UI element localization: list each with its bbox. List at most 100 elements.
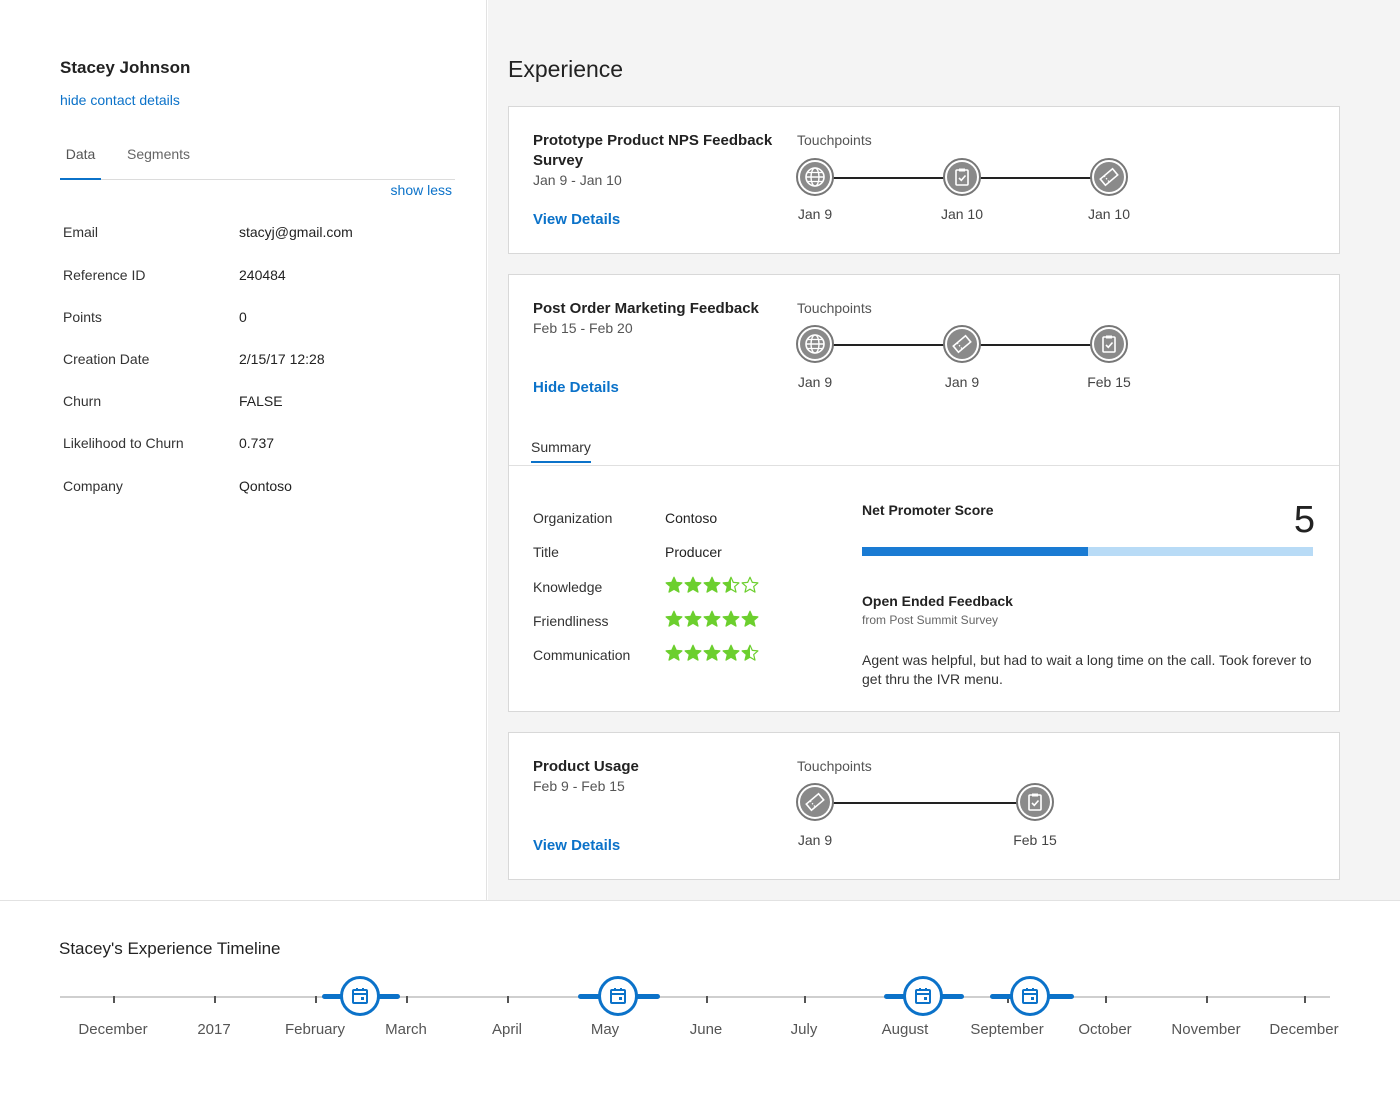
card-dates: Jan 9 - Jan 10: [533, 172, 622, 188]
touchpoint-date: Jan 9: [797, 832, 833, 848]
timeline-label: December: [78, 1021, 148, 1038]
contact-panel: Stacey Johnson hide contact details Data…: [0, 0, 487, 900]
star-icon: [722, 610, 740, 627]
calendar-icon[interactable]: [1010, 976, 1050, 1016]
timeline-title: Stacey's Experience Timeline: [59, 939, 281, 958]
summary-label: Friendliness: [533, 613, 609, 629]
timeline-label: May: [590, 1021, 620, 1038]
summary-label: Knowledge: [533, 579, 603, 595]
timeline-label: November: [1171, 1021, 1241, 1038]
ticket-icon[interactable]: [943, 325, 981, 363]
summary-label: Organization: [533, 510, 613, 526]
tab-summary[interactable]: Summary: [531, 439, 591, 463]
touchpoint-date: Feb 15: [1087, 374, 1131, 390]
tab-segments[interactable]: Segments: [127, 146, 191, 162]
summary-divider: [509, 465, 1339, 466]
show-less-link[interactable]: show less: [390, 182, 452, 198]
star-icon: [684, 610, 702, 627]
nps-score: 5: [1293, 499, 1315, 541]
ticket-icon[interactable]: [796, 783, 834, 821]
star-icon: [741, 576, 759, 593]
star-icon: [703, 576, 721, 593]
star-rating: [665, 576, 759, 594]
star-icon: [703, 610, 721, 627]
star-icon: [665, 644, 683, 661]
tab-data[interactable]: Data: [60, 146, 101, 180]
timeline-label: December: [1269, 1021, 1339, 1038]
field-value: Qontoso: [239, 478, 292, 494]
clipboard-icon[interactable]: [1090, 325, 1128, 363]
timeline-tick: [1206, 996, 1208, 1003]
globe-icon[interactable]: [796, 158, 834, 196]
experience-timeline: Stacey's Experience Timeline December 20…: [0, 900, 1400, 1102]
field-value: FALSE: [239, 393, 283, 409]
touchpoint-date: Feb 15: [1013, 832, 1057, 848]
star-icon: [665, 576, 683, 593]
calendar-icon[interactable]: [340, 976, 380, 1016]
touchpoint-date: Jan 9: [797, 374, 833, 390]
summary-value: Contoso: [665, 510, 718, 526]
experience-panel: Experience Prototype Product NPS Feedbac…: [488, 0, 1400, 900]
nps-bar-fill: [862, 547, 1088, 556]
touchpoint-date: Jan 9: [797, 206, 833, 222]
clipboard-icon[interactable]: [1016, 783, 1054, 821]
timeline-label: June: [689, 1021, 723, 1038]
timeline-label: February: [284, 1021, 346, 1038]
star-icon: [741, 610, 759, 627]
timeline-tick: [406, 996, 408, 1003]
timeline-label: September: [970, 1021, 1044, 1038]
timeline-tick: [1304, 996, 1306, 1003]
touchpoint-date: Jan 10: [1087, 206, 1131, 222]
timeline-tick: [804, 996, 806, 1003]
timeline-axis: [60, 996, 1330, 998]
star-icon: [684, 576, 702, 593]
touchpoint-date: Jan 9: [944, 374, 980, 390]
contact-name: Stacey Johnson: [60, 58, 191, 77]
nps-bar: [862, 547, 1313, 556]
calendar-icon[interactable]: [903, 976, 943, 1016]
field-value: 240484: [239, 267, 286, 283]
experience-card: Prototype Product NPS Feedback Survey Ja…: [508, 106, 1340, 254]
card-title: Product Usage: [533, 758, 639, 775]
hide-details-link[interactable]: Hide Details: [533, 379, 619, 396]
field-label: Company: [63, 478, 123, 494]
touchpoints-label: Touchpoints: [797, 132, 872, 148]
nps-label: Net Promoter Score: [862, 502, 994, 518]
field-value: 0: [239, 309, 247, 325]
timeline-tick: [315, 996, 317, 1003]
feedback-title: Open Ended Feedback: [862, 593, 1013, 609]
timeline-tick: [507, 996, 509, 1003]
ticket-icon[interactable]: [1090, 158, 1128, 196]
field-value: 0.737: [239, 435, 275, 451]
view-details-link[interactable]: View Details: [533, 837, 621, 854]
timeline-tick: [214, 996, 216, 1003]
star-icon: [741, 644, 759, 661]
summary-label: Title: [533, 544, 559, 560]
clipboard-icon[interactable]: [943, 158, 981, 196]
experience-card-expanded: Post Order Marketing Feedback Feb 15 - F…: [508, 274, 1340, 712]
timeline-label: August: [881, 1021, 929, 1038]
field-label: Creation Date: [63, 351, 150, 367]
field-value: stacyj@gmail.com: [239, 224, 353, 240]
experience-card: Product Usage Feb 9 - Feb 15 View Detail…: [508, 732, 1340, 880]
field-label: Reference ID: [63, 267, 146, 283]
view-details-link[interactable]: View Details: [533, 211, 621, 228]
hide-contact-details-link[interactable]: hide contact details: [60, 92, 180, 108]
field-label: Points: [63, 309, 102, 325]
field-label: Likelihood to Churn: [63, 435, 184, 451]
timeline-tick: [1007, 996, 1009, 1003]
card-title: Post Order Marketing Feedback: [533, 300, 759, 317]
experience-title: Experience: [508, 56, 624, 82]
touchpoint-connector: [817, 802, 1037, 804]
feedback-source: from Post Summit Survey: [862, 613, 999, 627]
timeline-label: 2017: [197, 1021, 231, 1038]
globe-icon[interactable]: [796, 325, 834, 363]
card-dates: Feb 9 - Feb 15: [533, 778, 625, 794]
timeline-tick: [113, 996, 115, 1003]
star-icon: [703, 644, 721, 661]
summary-value: Producer: [665, 544, 722, 560]
calendar-icon[interactable]: [598, 976, 638, 1016]
timeline-label: July: [790, 1021, 818, 1038]
field-label: Email: [63, 224, 99, 240]
touchpoints-label: Touchpoints: [797, 758, 872, 774]
